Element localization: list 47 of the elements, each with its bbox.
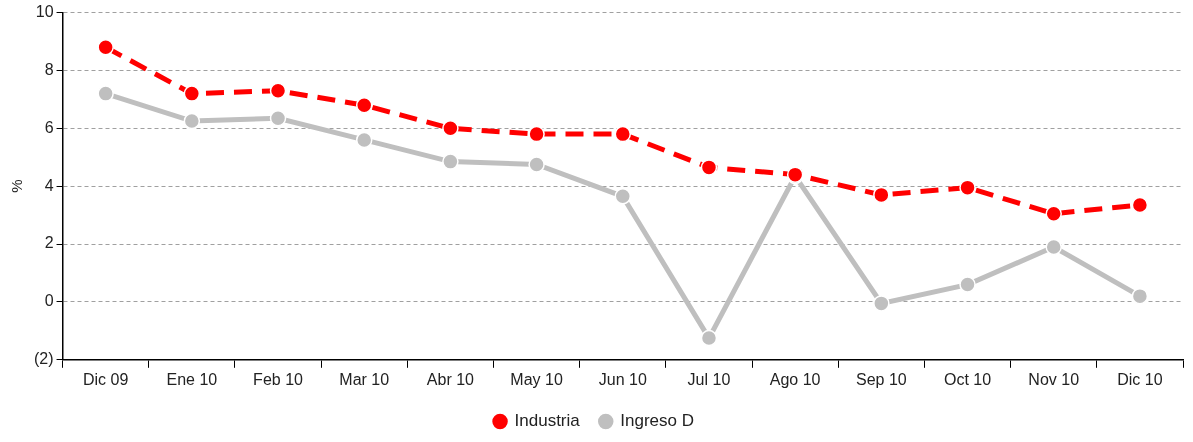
- point: [269, 109, 287, 127]
- point: [873, 186, 890, 204]
- x-tick-label: Jun 10: [598, 370, 647, 388]
- point: [700, 329, 718, 347]
- point: [1045, 238, 1062, 256]
- point: [959, 276, 976, 293]
- y-tick-label: (2): [33, 350, 54, 368]
- x-tick-label: Ene 10: [166, 370, 218, 388]
- point: [959, 179, 976, 196]
- point: [183, 85, 201, 102]
- x-tick-label: Dic 09: [82, 370, 129, 388]
- y-axis-title: %: [8, 179, 26, 193]
- x-tick-label: Dic 10: [1117, 370, 1163, 388]
- y-tick-label: 2: [44, 234, 54, 252]
- point: [528, 125, 545, 143]
- point: [700, 159, 718, 176]
- point: [614, 188, 632, 205]
- point: [442, 153, 459, 170]
- point: [183, 112, 201, 130]
- y-tick-label: 10: [35, 3, 54, 21]
- point: [355, 96, 373, 114]
- x-tick-label: Ago 10: [769, 370, 821, 388]
- y-tick-label: 0: [44, 292, 54, 310]
- point: [269, 82, 287, 99]
- x-tick-label: Mar 10: [339, 370, 390, 388]
- legend-label: Industria: [514, 411, 581, 431]
- x-tick-label: Feb 10: [253, 370, 304, 388]
- legend-label: Ingreso D: [620, 411, 694, 431]
- point: [1045, 205, 1062, 222]
- y-tick-label: 8: [44, 60, 54, 78]
- point: [873, 295, 890, 312]
- x-tick-label: Oct 10: [943, 370, 992, 388]
- point: [97, 39, 114, 56]
- x-tick-label: May 10: [510, 370, 563, 388]
- x-tick-label: Sep 10: [855, 370, 907, 388]
- point: [528, 156, 545, 173]
- y-tick-label: 6: [44, 118, 54, 136]
- point: [614, 125, 632, 143]
- point: [442, 120, 459, 137]
- x-tick-label: Nov 10: [1028, 370, 1080, 388]
- x-tick-label: Abr 10: [426, 370, 475, 388]
- y-tick-label: 4: [44, 176, 54, 194]
- point: [1131, 196, 1149, 214]
- point: [97, 85, 114, 102]
- point: [1131, 287, 1149, 305]
- x-tick-label: Jul 10: [687, 370, 731, 388]
- point: [355, 131, 373, 149]
